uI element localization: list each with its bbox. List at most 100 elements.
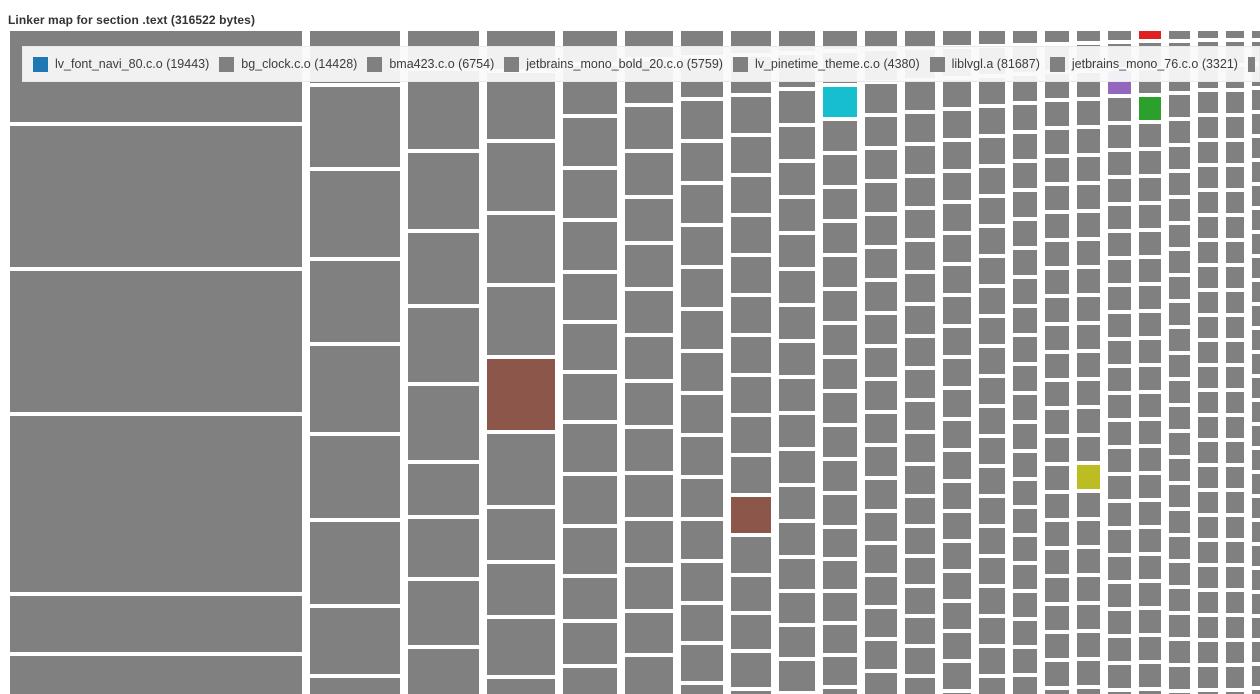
treemap-tile[interactable]: [943, 513, 971, 539]
treemap-tile[interactable]: [979, 438, 1005, 464]
treemap-tile[interactable]: [1252, 210, 1260, 230]
treemap-tile[interactable]: [1252, 31, 1260, 38]
treemap-tile[interactable]: [823, 427, 857, 457]
treemap-tile[interactable]: [823, 529, 857, 557]
treemap-tile[interactable]: [943, 111, 971, 138]
treemap-tile[interactable]: [1139, 421, 1161, 444]
treemap-tile[interactable]: [943, 142, 971, 169]
treemap-tile[interactable]: [1169, 667, 1190, 689]
treemap-tile[interactable]: [1226, 217, 1244, 238]
treemap-tile[interactable]: [408, 519, 479, 577]
treemap-tile[interactable]: [1169, 433, 1190, 455]
treemap-tile[interactable]: [563, 424, 617, 472]
treemap-tile[interactable]: [905, 210, 935, 238]
legend-item[interactable]: liblvgl.a (81687): [929, 56, 1040, 72]
treemap-tile[interactable]: [1169, 459, 1190, 481]
treemap-tile[interactable]: [487, 143, 555, 211]
treemap-tile[interactable]: [943, 483, 971, 509]
treemap-tile[interactable]: [865, 315, 897, 344]
treemap-tile[interactable]: [1226, 242, 1244, 263]
treemap-tile[interactable]: [943, 603, 971, 629]
treemap-tile[interactable]: [823, 495, 857, 525]
treemap-tile[interactable]: [563, 118, 617, 166]
treemap-tile[interactable]: [1013, 677, 1037, 694]
treemap-tile[interactable]: [1045, 158, 1069, 182]
treemap-tile[interactable]: [1252, 354, 1260, 374]
treemap-tile[interactable]: [1108, 98, 1131, 121]
treemap-tile[interactable]: [408, 386, 479, 460]
treemap-tile[interactable]: [1226, 142, 1244, 163]
treemap-tile[interactable]: [865, 447, 897, 476]
treemap-tile[interactable]: [625, 337, 673, 379]
treemap-tile[interactable]: [823, 87, 857, 117]
treemap-tile[interactable]: [1139, 475, 1161, 498]
treemap-tile[interactable]: [779, 415, 815, 447]
treemap-tile[interactable]: [1252, 306, 1260, 326]
treemap-tile[interactable]: [563, 668, 617, 694]
treemap-tile[interactable]: [625, 383, 673, 425]
treemap-tile[interactable]: [1198, 692, 1218, 694]
treemap-tile[interactable]: [979, 498, 1005, 524]
treemap-tile[interactable]: [1045, 326, 1069, 350]
treemap-tile[interactable]: [1169, 225, 1190, 247]
treemap-tile[interactable]: [779, 235, 815, 267]
treemap-tile[interactable]: [779, 199, 815, 231]
treemap-tile[interactable]: [1198, 617, 1218, 638]
treemap-tile[interactable]: [779, 523, 815, 555]
treemap-tile[interactable]: [1252, 138, 1260, 158]
treemap-tile[interactable]: [1198, 167, 1218, 188]
treemap-tile[interactable]: [1077, 325, 1100, 349]
treemap-tile[interactable]: [1226, 642, 1244, 663]
treemap-tile[interactable]: [979, 288, 1005, 314]
treemap-tile[interactable]: [1169, 31, 1190, 39]
treemap-tile[interactable]: [823, 291, 857, 321]
treemap-tile[interactable]: [1169, 641, 1190, 663]
treemap-tile[interactable]: [625, 475, 673, 517]
treemap-tile[interactable]: [1139, 31, 1161, 39]
treemap-tile[interactable]: [865, 381, 897, 410]
treemap-tile[interactable]: [979, 468, 1005, 494]
treemap-tile[interactable]: [487, 509, 555, 560]
treemap-tile[interactable]: [1139, 232, 1161, 255]
treemap-tile[interactable]: [408, 71, 479, 149]
treemap-tile[interactable]: [1077, 297, 1100, 321]
treemap-tile[interactable]: [979, 648, 1005, 674]
legend-item[interactable]: jetbrains_mono_bold_20.c.o (5759): [504, 56, 723, 72]
treemap-tile[interactable]: [563, 528, 617, 574]
treemap-tile[interactable]: [1169, 95, 1190, 117]
treemap-tile[interactable]: [1045, 298, 1069, 322]
treemap-tile[interactable]: [1077, 689, 1100, 694]
treemap-tile[interactable]: [1198, 542, 1218, 563]
treemap-tile[interactable]: [905, 274, 935, 302]
treemap-tile[interactable]: [1198, 442, 1218, 463]
treemap-tile[interactable]: [865, 609, 897, 637]
treemap-tile[interactable]: [1013, 649, 1037, 673]
treemap-tile[interactable]: [979, 168, 1005, 194]
treemap-tile[interactable]: [1252, 90, 1260, 110]
treemap-tile[interactable]: [1045, 31, 1069, 42]
treemap-tile[interactable]: [1198, 242, 1218, 263]
treemap-tile[interactable]: [1169, 121, 1190, 143]
treemap-tile[interactable]: [1226, 592, 1244, 613]
treemap-tile[interactable]: [1013, 424, 1037, 449]
treemap-tile[interactable]: [1013, 308, 1037, 333]
treemap-tile[interactable]: [310, 87, 400, 167]
treemap-tile[interactable]: [979, 138, 1005, 164]
treemap-tile[interactable]: [1139, 178, 1161, 201]
treemap-tile[interactable]: [1108, 665, 1131, 688]
treemap-tile[interactable]: [1045, 354, 1069, 378]
treemap-tile[interactable]: [1013, 395, 1037, 420]
treemap-tile[interactable]: [310, 171, 400, 257]
treemap-tile[interactable]: [823, 657, 857, 685]
treemap-tile[interactable]: [1252, 114, 1260, 134]
treemap-tile[interactable]: [1108, 206, 1131, 229]
treemap-tile[interactable]: [1045, 522, 1069, 546]
treemap-tile[interactable]: [731, 217, 771, 253]
treemap-tile[interactable]: [1252, 282, 1260, 302]
treemap-tile[interactable]: [1226, 31, 1244, 38]
treemap-tile[interactable]: [905, 370, 935, 398]
treemap-tile[interactable]: [1226, 467, 1244, 488]
treemap-tile[interactable]: [905, 82, 935, 110]
treemap-tile[interactable]: [10, 656, 302, 694]
treemap-tile[interactable]: [905, 558, 935, 584]
